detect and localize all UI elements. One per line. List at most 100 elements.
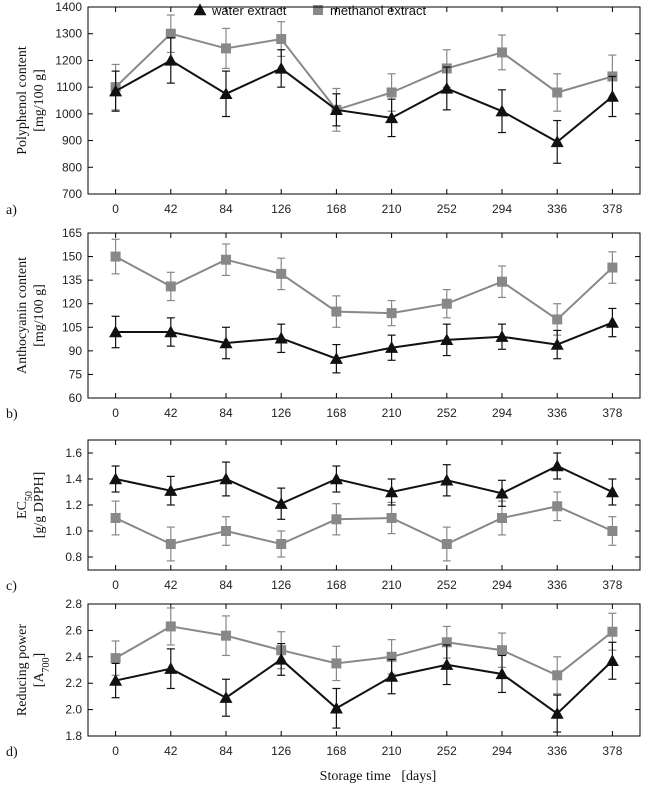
y-tick-label: 2.4 [65, 650, 82, 664]
x-tick-label: 294 [492, 202, 512, 216]
x-tick-label: 0 [112, 578, 119, 592]
chart-panel-2: 60 75 90 105 120 135 150 165 0 42 84 126 168 210 252 29… [6, 226, 641, 422]
series-water [109, 641, 619, 733]
x-tick-label: 42 [164, 578, 178, 592]
data-point-methanol [221, 43, 231, 54]
x-tick-label: 84 [219, 202, 233, 216]
data-point-water [385, 341, 399, 353]
data-point-methanol [441, 637, 452, 648]
chart-panel-1: 700 800 900 1000 1100 1200 1300 1400 0 42 84 126 168… [6, 0, 641, 218]
data-point-water [274, 331, 288, 344]
data-point-methanol [110, 251, 121, 262]
data-point-water [495, 330, 509, 342]
data-point-water [219, 691, 233, 703]
data-point-methanol [386, 308, 397, 319]
data-point-methanol [165, 539, 176, 549]
y-tick-label: 0.8 [65, 550, 82, 564]
data-point-water [440, 658, 454, 670]
series-line-water [115, 464, 613, 505]
chart-panel-4: 1.8 2.0 2.2 2.4 2.6 2.8 0 42 84 126 168 210 252 294 33… [6, 597, 641, 760]
y-tick-label: 1.4 [65, 472, 82, 486]
x-tick-label: 336 [547, 202, 567, 216]
data-point-water [219, 472, 233, 485]
legend-label-methanol: methanol extract [330, 3, 426, 18]
data-point-water [329, 103, 343, 116]
legend-marker-methanol [313, 5, 323, 15]
data-point-water [219, 336, 233, 349]
legend-label-water: water extract [211, 3, 287, 18]
data-point-water [495, 667, 509, 680]
x-tick-label: 84 [219, 406, 233, 420]
data-point-methanol [497, 47, 507, 58]
y-tick-label: 800 [62, 160, 82, 174]
data-point-methanol [386, 87, 397, 98]
data-point-methanol [552, 670, 563, 681]
legend-item-methanol: methanol extract [313, 3, 426, 18]
y-tick-label: 105 [62, 320, 82, 334]
series-line-methanol [114, 32, 613, 112]
x-tick-label: 294 [492, 406, 512, 420]
x-tick-label: 168 [326, 202, 346, 216]
x-tick-label: 378 [602, 406, 622, 420]
data-point-water [605, 485, 619, 498]
x-tick-label: 252 [437, 744, 457, 758]
series-water [109, 452, 619, 520]
y-tick-label: 1.0 [65, 524, 82, 538]
data-point-water [495, 486, 509, 499]
x-tick-label: 294 [492, 744, 512, 758]
y-axis-label-line: Reducing power [15, 624, 30, 716]
series-line-methanol [115, 625, 614, 677]
data-point-water [164, 484, 178, 496]
y-tick-label: 2.8 [65, 597, 82, 611]
panel-letter: c) [6, 579, 17, 594]
data-point-water [440, 81, 454, 94]
x-tick-label: 336 [547, 744, 567, 758]
data-point-water [109, 472, 123, 485]
data-point-methanol [221, 630, 231, 641]
y-tick-label: 2.6 [65, 623, 82, 637]
series-line-water [115, 321, 613, 360]
data-point-water [274, 497, 288, 509]
data-point-methanol [497, 645, 507, 656]
x-tick-label: 0 [112, 744, 119, 758]
data-point-water [440, 333, 454, 346]
data-point-methanol [607, 526, 618, 536]
x-tick-label: 84 [219, 744, 233, 758]
data-point-methanol [441, 539, 452, 549]
y-tick-label: 1.6 [65, 446, 82, 460]
data-point-methanol [497, 276, 507, 287]
x-tick-label: 294 [492, 578, 512, 592]
panel-letter: a) [6, 203, 17, 218]
data-point-methanol [165, 621, 176, 632]
data-point-water [550, 135, 564, 148]
data-point-water [109, 84, 123, 97]
x-tick-label: 210 [382, 744, 402, 758]
data-point-water [385, 485, 399, 498]
data-point-methanol [276, 268, 287, 279]
data-point-water [550, 459, 564, 472]
data-point-water [274, 652, 288, 665]
x-tick-label: 168 [326, 744, 346, 758]
data-point-methanol [165, 28, 176, 39]
data-point-water [164, 662, 178, 674]
y-axis-label-line: Anthocyanin content [15, 257, 30, 374]
x-tick-label: 168 [326, 406, 346, 420]
x-tick-label: 210 [382, 578, 402, 592]
data-point-methanol [221, 254, 231, 265]
y-axis-label-line: [mg/100 g] [32, 69, 47, 132]
y-tick-label: 165 [62, 226, 82, 240]
data-point-methanol [386, 513, 397, 523]
data-point-water [109, 325, 123, 338]
data-point-methanol [110, 653, 121, 664]
y-tick-label: 700 [62, 187, 82, 201]
series-line-methanol [115, 255, 614, 321]
data-point-methanol [552, 314, 563, 325]
x-tick-label: 210 [382, 202, 402, 216]
data-point-methanol [331, 658, 342, 669]
series-line-water [115, 59, 614, 144]
y-tick-label: 75 [69, 367, 83, 381]
x-tick-label: 252 [437, 202, 457, 216]
data-point-methanol [165, 281, 176, 292]
series-water [109, 307, 619, 374]
